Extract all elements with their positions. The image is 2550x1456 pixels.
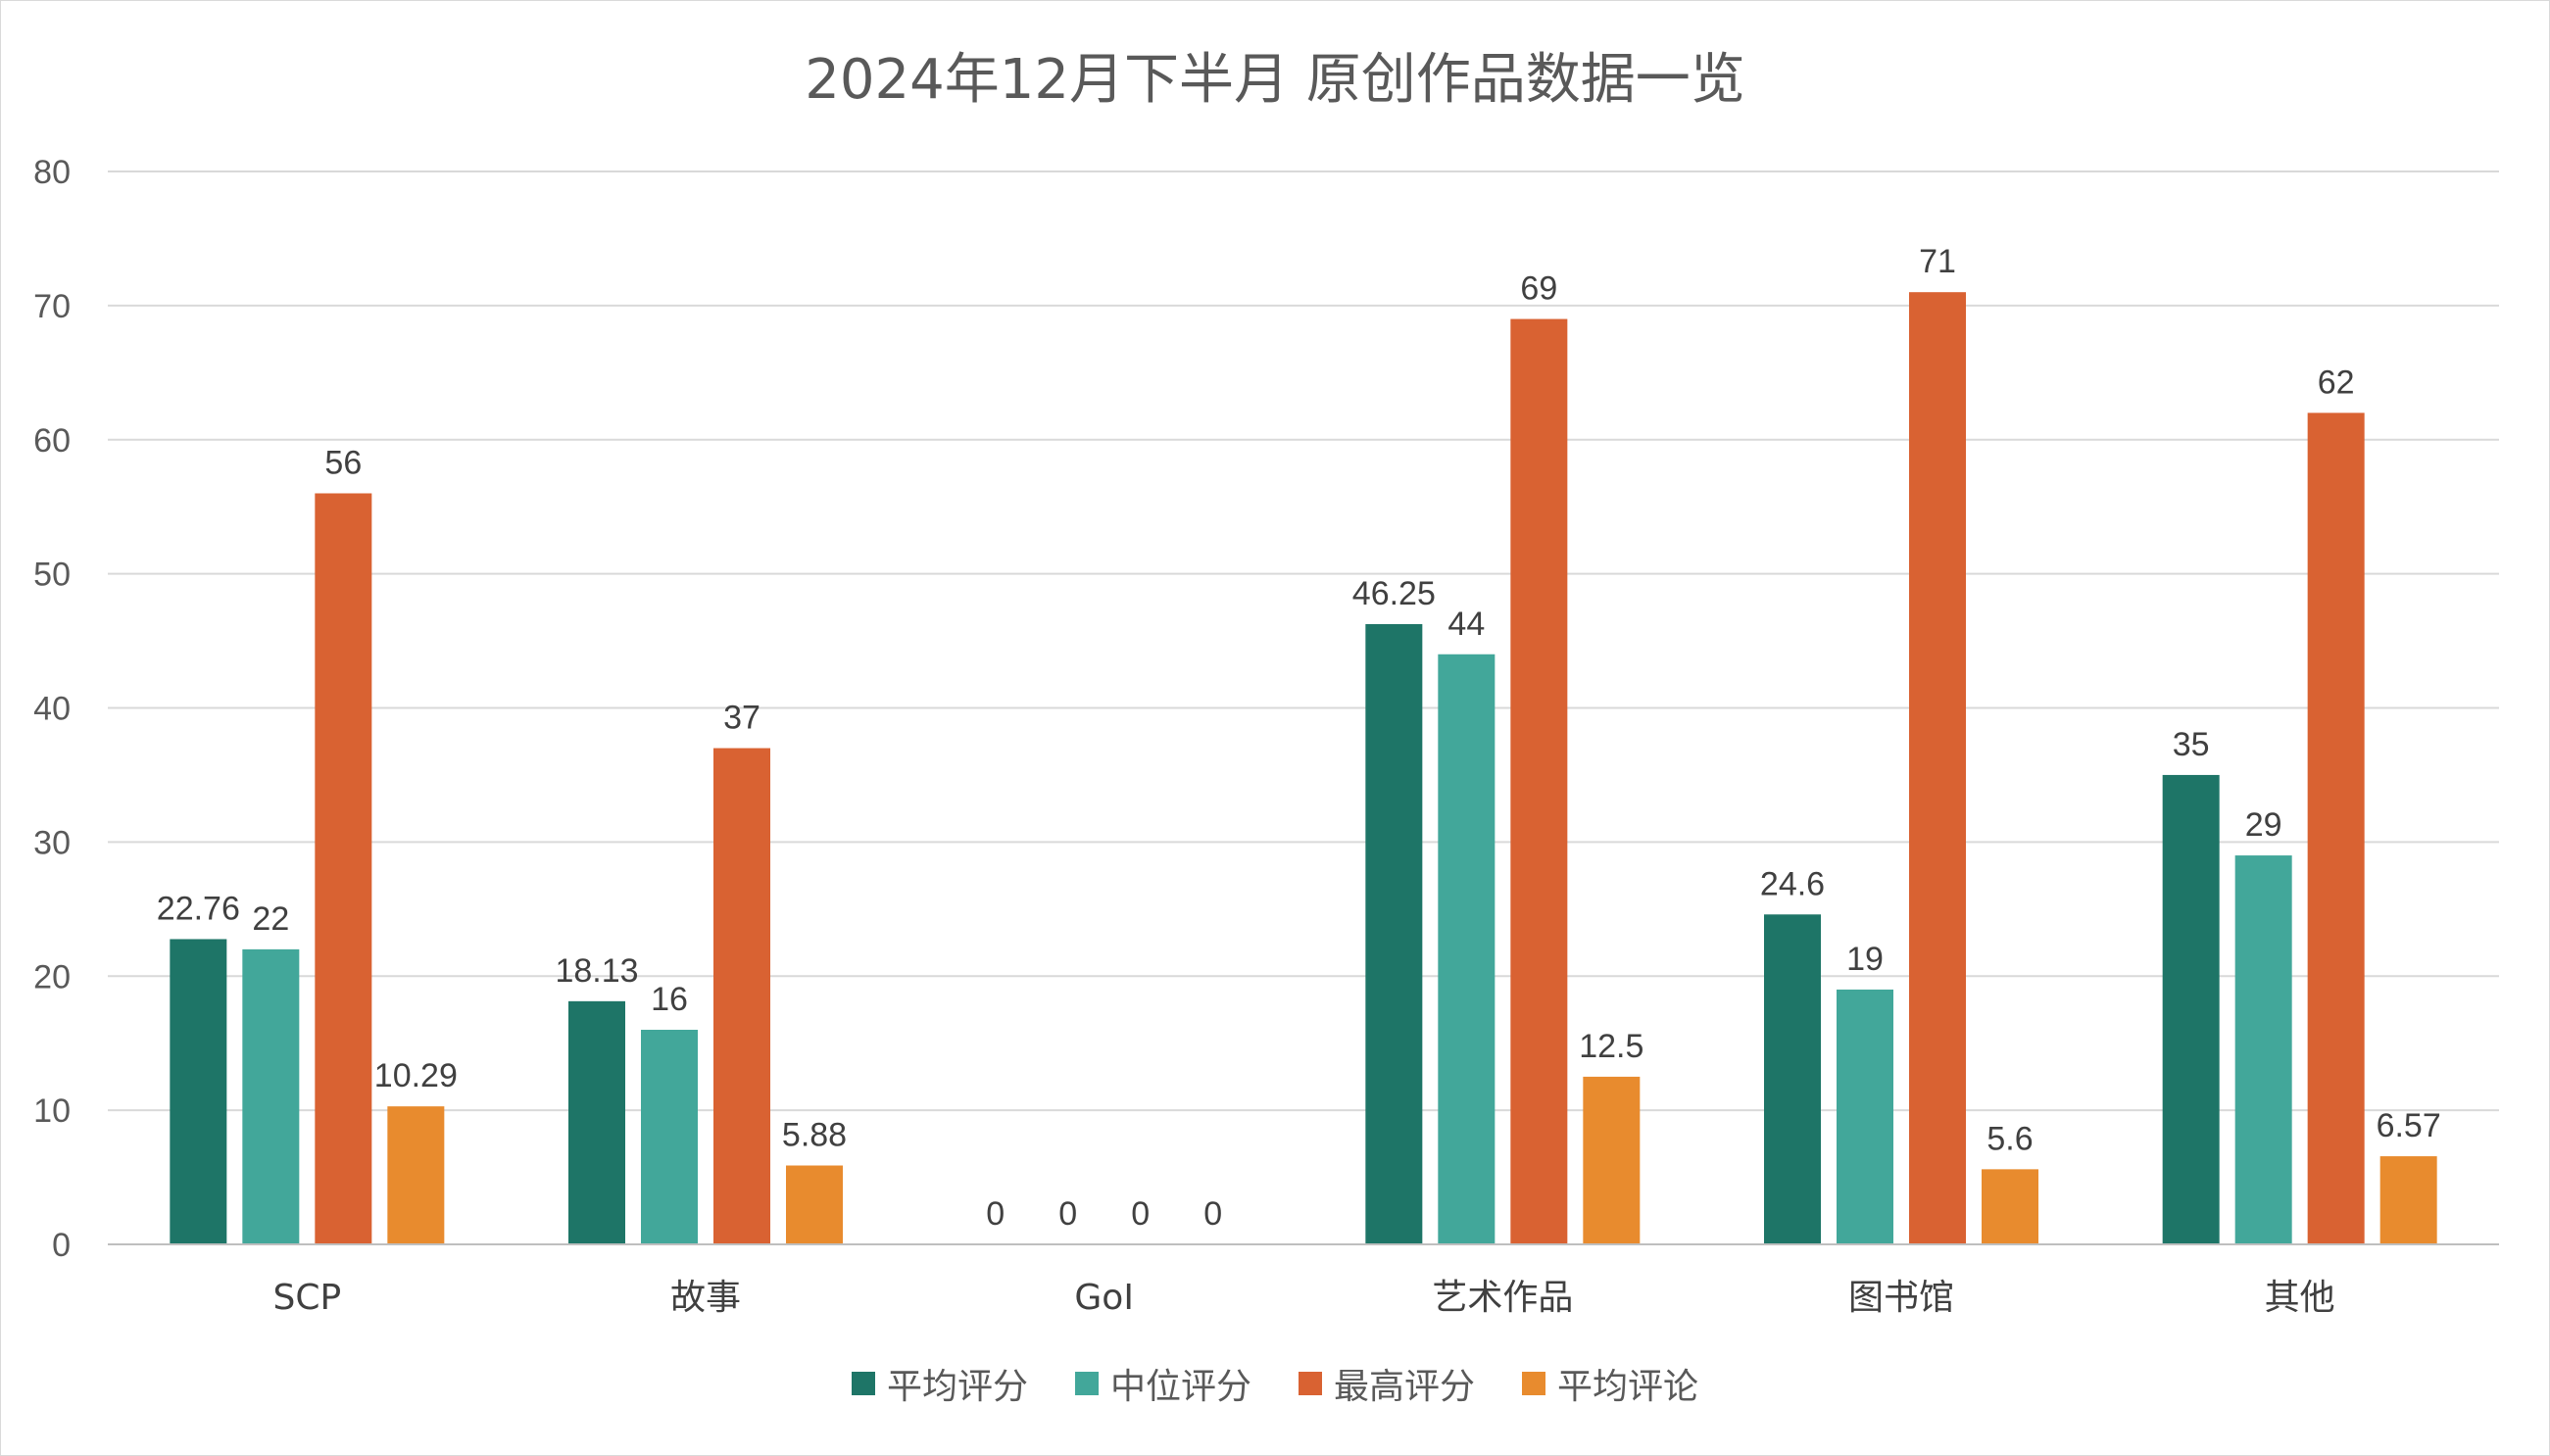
bar [1365,623,1423,1244]
legend-item: 最高评分 [1299,1358,1475,1409]
y-tick-label: 0 [52,1227,71,1264]
data-label: 0 [986,1195,1005,1233]
bar [713,748,770,1244]
data-label: 24.6 [1760,865,1825,902]
data-label: 46.25 [1352,575,1436,612]
data-label: 69 [1520,270,1557,308]
data-label: 62 [2318,364,2355,401]
bars [170,292,2437,1244]
data-label: 44 [1447,606,1485,643]
bar [2162,774,2220,1244]
data-label: 29 [2245,806,2282,844]
bar [1837,989,1893,1244]
legend-swatch [851,1372,875,1395]
data-label: 22 [252,900,289,938]
chart-title: 2024年12月下半月 原创作品数据一览 [805,48,1745,112]
bar [1982,1169,2038,1244]
legend-item: 平均评论 [1522,1358,1698,1409]
y-tick-label: 30 [33,824,71,861]
bar [1510,318,1568,1244]
legend: 平均评分 中位评分 最高评分 平均评论 [0,1358,2550,1409]
x-tick-label: 图书馆 [1848,1278,1954,1318]
bar [1909,292,1966,1244]
bar [568,1000,625,1244]
bar [641,1030,698,1244]
data-label: 35 [2173,726,2210,763]
legend-swatch [1522,1372,1546,1395]
data-label: 6.57 [2377,1107,2441,1144]
data-label: 56 [324,445,362,482]
data-label: 0 [1131,1195,1150,1233]
data-label: 19 [1846,941,1884,978]
y-tick-label: 50 [33,557,71,594]
x-tick-label: GoI [1074,1278,1134,1318]
legend-label: 中位评分 [1109,1367,1251,1407]
data-label: 0 [1203,1195,1222,1233]
y-tick-label: 70 [33,288,71,325]
x-tick-label: 故事 [670,1278,741,1318]
bar [387,1106,445,1244]
bar [2307,413,2365,1244]
data-label: 0 [1058,1195,1077,1233]
legend-swatch [1074,1372,1099,1395]
legend-label: 平均评论 [1557,1367,1699,1407]
legend-swatch [1299,1372,1322,1395]
legend-label: 最高评分 [1334,1367,1476,1407]
bar [1438,654,1496,1244]
gridlines [108,170,2499,1112]
y-tick-label: 10 [33,1092,71,1130]
bar [1583,1076,1641,1244]
data-label: 5.88 [782,1117,847,1154]
y-tick-label: 20 [33,958,71,995]
bar [170,939,227,1244]
legend-label: 平均评分 [886,1367,1028,1407]
y-tick-label: 40 [33,691,71,728]
y-tick-label: 80 [33,154,71,191]
data-label: 37 [723,700,760,737]
x-tick-label: 其他 [2265,1278,2335,1318]
data-labels: 22.76 22 56 10.29 18.13 16 37 5.88 0 0 0 0 46.25 44 69… [157,243,2441,1233]
bar [242,948,300,1244]
data-label: 71 [1919,243,1956,280]
x-tick-label: 艺术作品 [1432,1278,1573,1318]
bar [315,493,372,1244]
legend-item: 中位评分 [1074,1358,1251,1409]
data-label: 5.6 [1986,1120,2033,1157]
y-tick-label: 60 [33,422,71,460]
data-label: 12.5 [1579,1028,1643,1065]
data-label: 22.76 [157,890,240,927]
legend-item: 平均评分 [851,1358,1028,1409]
data-label: 16 [651,981,688,1018]
data-label: 18.13 [555,952,638,990]
x-tick-label: SCP [272,1278,341,1318]
data-label: 10.29 [374,1057,458,1094]
axes: 0 10 20 30 40 50 60 70 80 SCP 故事 GoI 艺术作品 图书馆 其他 [33,154,2499,1318]
bar [1764,914,1821,1244]
bar [2379,1156,2437,1244]
bar [2234,855,2292,1244]
bar [786,1165,843,1244]
